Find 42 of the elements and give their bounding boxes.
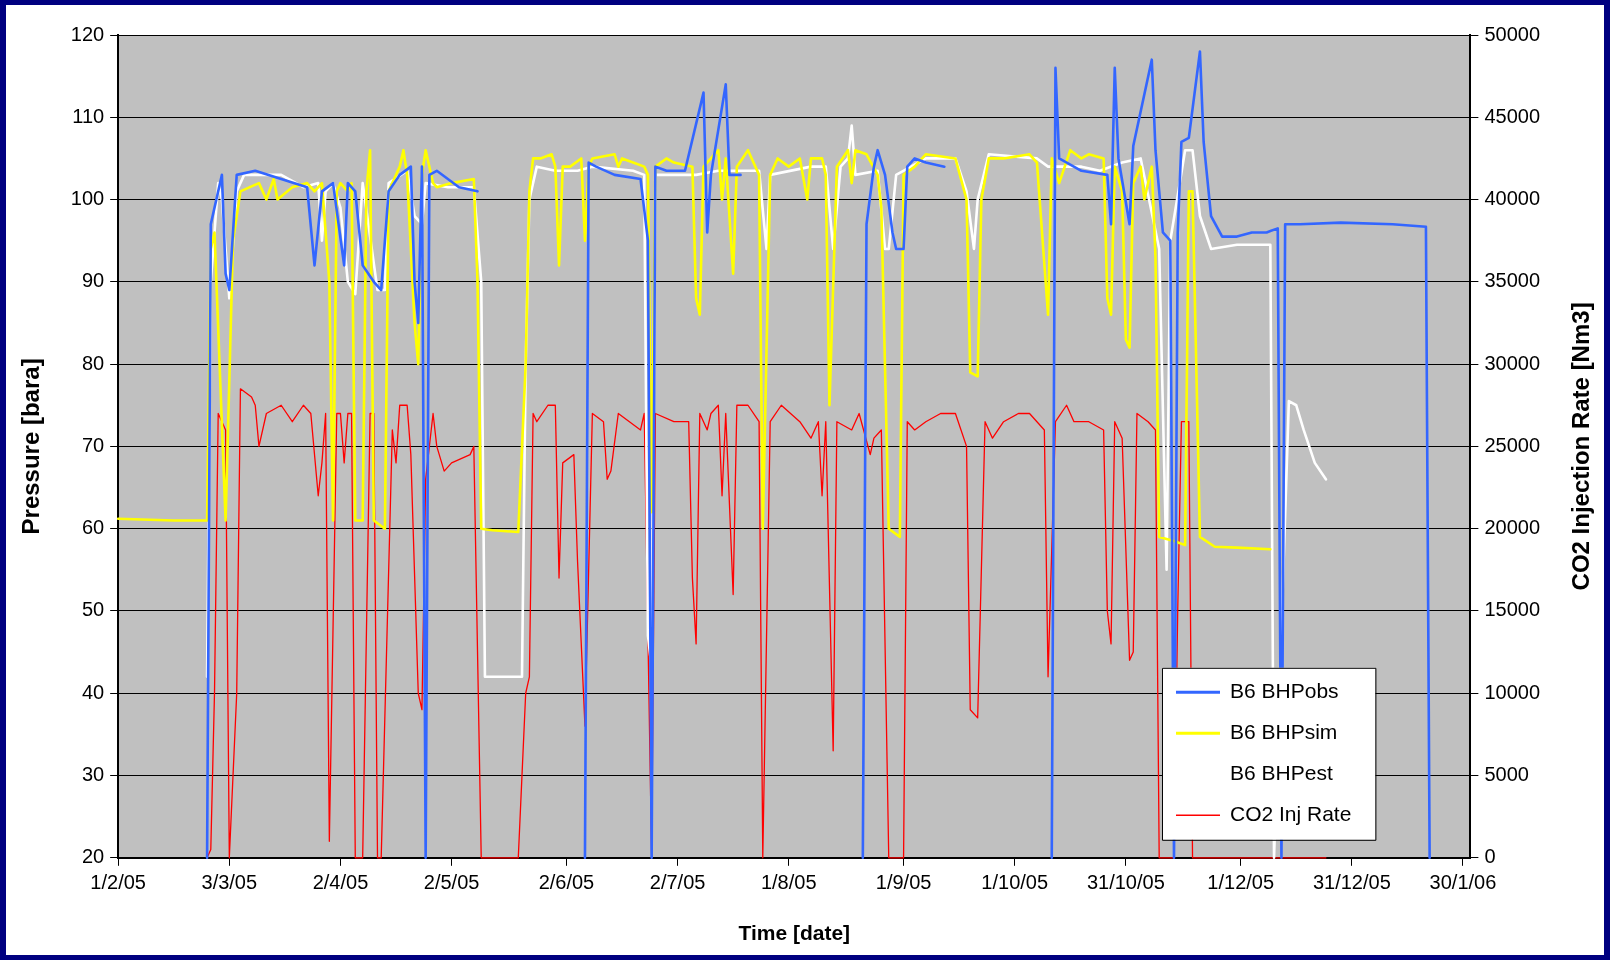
y2-tick-label: 50000 — [1484, 22, 1541, 45]
y-tick-label: 40 — [81, 680, 105, 703]
x-tick-label: 1/8/05 — [760, 871, 817, 894]
legend-label: B6 BHPsim — [1230, 720, 1338, 744]
x-tick-label: 3/3/05 — [201, 871, 258, 894]
y2-tick-label: 35000 — [1484, 269, 1541, 292]
x-tick-label: 2/7/05 — [649, 871, 706, 894]
x-axis-title: Time [date] — [738, 921, 851, 945]
x-tick-label: 1/10/05 — [981, 871, 1049, 894]
y2-tick-label: 20000 — [1484, 516, 1541, 539]
y-tick-label: 60 — [81, 516, 105, 539]
x-tick-label: 1/9/05 — [875, 871, 932, 894]
y-tick-label: 90 — [81, 269, 105, 292]
y-axis-title: Pressure [bara] — [17, 358, 45, 535]
y2-tick-label: 25000 — [1484, 433, 1541, 456]
x-tick-label: 1/2/05 — [90, 871, 146, 894]
y-tick-label: 30 — [81, 763, 105, 786]
y-tick-label: 50 — [81, 598, 105, 621]
x-tick-label: 2/4/05 — [312, 871, 369, 894]
y2-tick-label: 30000 — [1484, 351, 1541, 374]
y-tick-label: 100 — [70, 187, 105, 210]
y-tick-label: 20 — [81, 845, 105, 868]
x-tick-label: 2/6/05 — [538, 871, 595, 894]
legend-label: B6 BHPobs — [1230, 679, 1339, 703]
x-tick-label: 2/5/05 — [423, 871, 480, 894]
x-tick-label: 30/1/06 — [1429, 871, 1497, 894]
y-tick-label: 80 — [81, 351, 105, 374]
y2-axis-title: CO2 Injection Rate [Nm3] — [1566, 302, 1594, 591]
series-label: B6 BHPest — [1230, 761, 1333, 785]
y2-tick-label: 5000 — [1484, 763, 1529, 786]
legend-label: CO2 Inj Rate — [1230, 802, 1352, 826]
x-tick-label: 31/12/05 — [1312, 871, 1391, 894]
y2-tick-label: 10000 — [1484, 680, 1541, 703]
x-tick-label: 31/10/05 — [1086, 871, 1165, 894]
y2-tick-label: 40000 — [1484, 187, 1541, 210]
y-tick-label: 120 — [70, 22, 105, 45]
y2-tick-label: 0 — [1484, 845, 1496, 868]
y2-tick-label: 15000 — [1484, 598, 1541, 621]
y-tick-label: 70 — [81, 433, 105, 456]
x-tick-label: 1/12/05 — [1207, 871, 1275, 894]
y2-tick-label: 45000 — [1484, 104, 1541, 127]
y-tick-label: 110 — [72, 104, 105, 127]
